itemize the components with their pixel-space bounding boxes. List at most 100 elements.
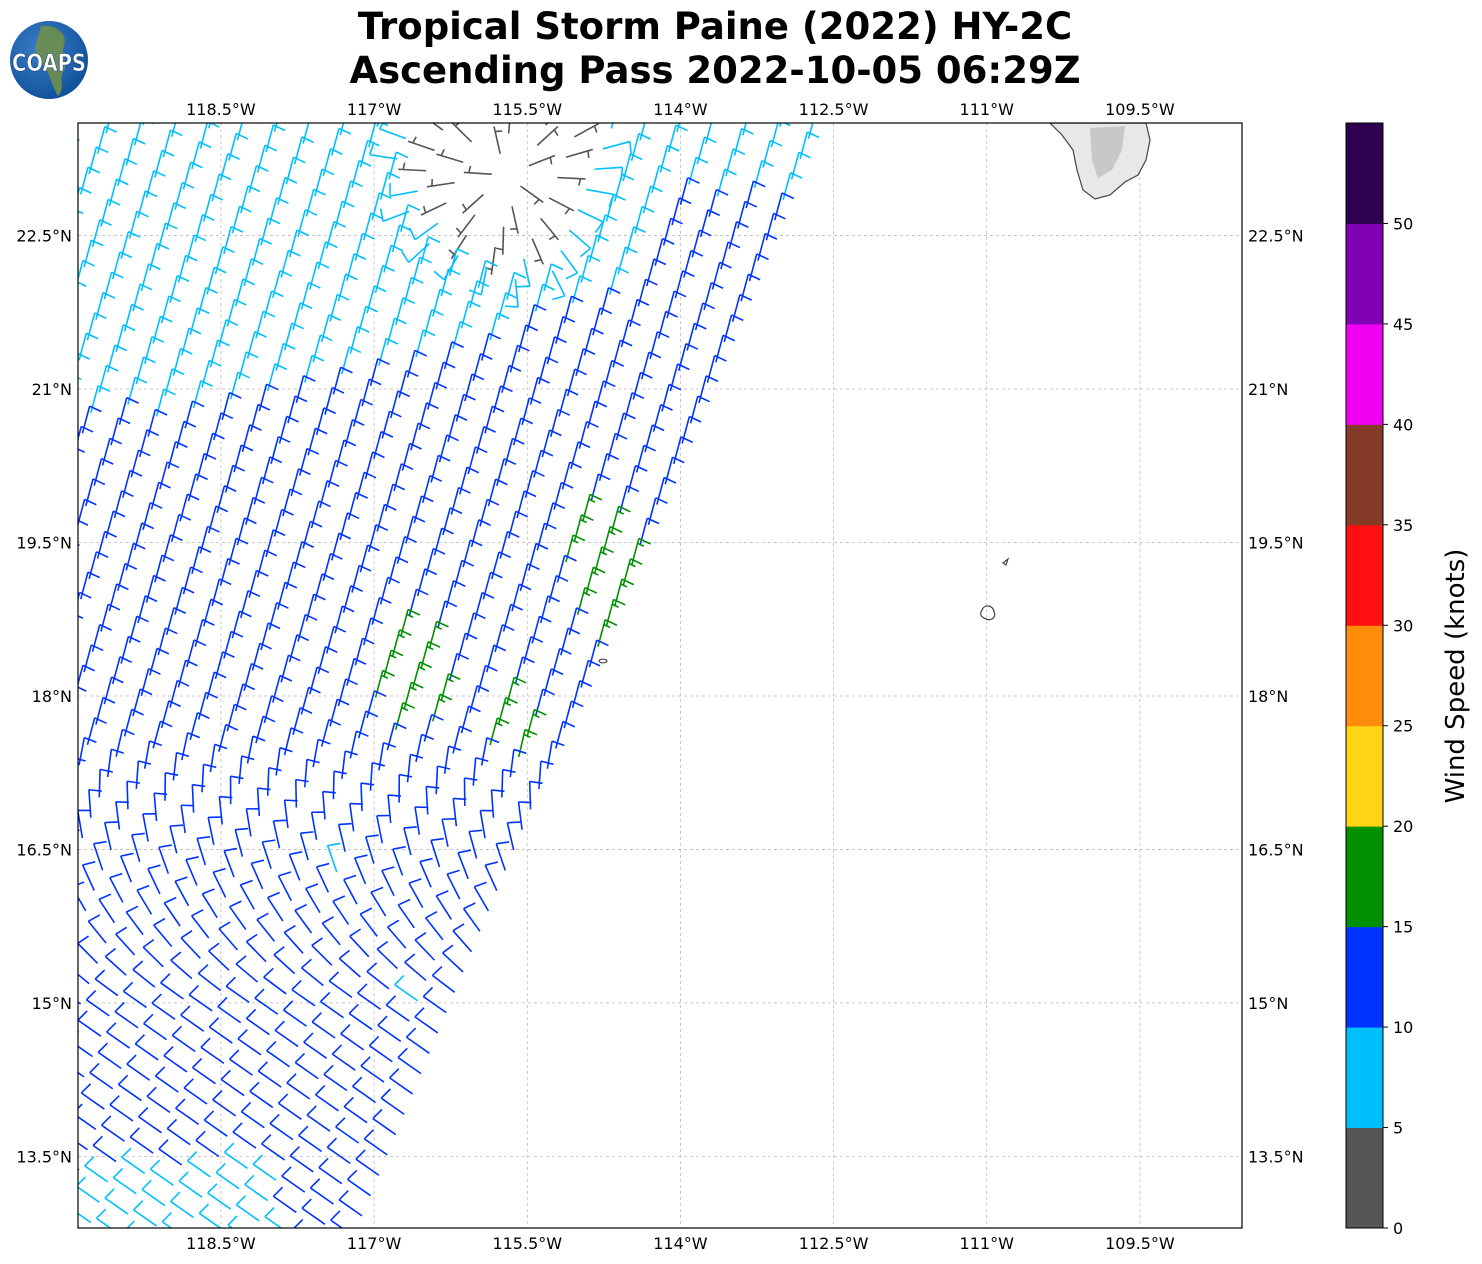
title-line-1: Tropical Storm Paine (2022) HY-2C — [357, 5, 1073, 48]
wind-barb — [411, 256, 432, 285]
wind-barb — [683, 249, 704, 278]
wind-barb — [40, 945, 61, 972]
wind-barb — [152, 315, 173, 344]
colorbar-tick-label: 45 — [1393, 315, 1413, 334]
coaps-logo: COAPS — [10, 21, 88, 99]
wind-barb — [630, 537, 651, 566]
wind-barb — [376, 814, 390, 844]
colorbar-frame — [1345, 122, 1384, 1229]
wind-barb — [142, 938, 164, 968]
wind-barb — [431, 123, 444, 131]
wind-barb — [521, 397, 542, 426]
wind-barb — [133, 123, 154, 146]
wind-barb — [78, 935, 99, 964]
wind-barb — [288, 634, 309, 663]
wind-barb — [403, 276, 424, 305]
wind-barb — [563, 295, 584, 324]
lat-label-right: 15°N — [1248, 994, 1288, 1013]
wind-barb — [436, 149, 464, 164]
wind-barb — [221, 391, 242, 420]
lat-label-left: 22.5°N — [16, 227, 72, 246]
wind-barb — [250, 403, 271, 432]
island-clarion — [598, 658, 608, 664]
wind-barb — [669, 363, 690, 392]
wind-barb — [357, 710, 379, 739]
wind-barb — [528, 542, 549, 571]
wind-barb — [544, 502, 566, 531]
wind-barb — [204, 432, 225, 461]
wind-barb — [216, 485, 237, 514]
wind-barb — [463, 165, 492, 175]
wind-barb — [425, 785, 440, 815]
wind-barb — [78, 1103, 97, 1131]
wind-barb — [103, 821, 118, 851]
wind-barb — [298, 1125, 323, 1153]
wind-barb — [581, 493, 603, 522]
wind-barb — [266, 1040, 291, 1068]
wind-barb — [661, 383, 682, 412]
wind-barb — [246, 330, 267, 359]
colorbar-bin — [1346, 826, 1383, 928]
wind-barb — [354, 637, 375, 666]
wind-barb — [613, 173, 635, 202]
wind-barb — [41, 1019, 64, 1044]
wind-barb — [248, 569, 269, 598]
wind-barb — [317, 646, 338, 675]
wind-barb — [185, 856, 199, 886]
wind-barb — [368, 1035, 393, 1063]
wind-barb — [458, 466, 480, 495]
wind-barb — [578, 420, 599, 449]
wind-barb — [297, 208, 318, 237]
wind-barb — [431, 965, 456, 993]
wind-barb — [197, 964, 222, 992]
wind-barb — [659, 144, 680, 173]
wind-barb — [165, 607, 187, 635]
wind-barb — [440, 673, 461, 702]
colorbar-bin — [1346, 323, 1383, 425]
wind-barb — [195, 1130, 220, 1158]
wind-barb — [640, 351, 662, 380]
wind-barb — [330, 532, 352, 561]
wind-barb — [169, 274, 190, 303]
wind-barb — [172, 347, 193, 376]
wind-barb — [231, 610, 252, 639]
wind-barb — [493, 126, 503, 155]
wind-barb — [291, 979, 316, 1007]
wind-barb — [452, 725, 473, 754]
wind-barb — [209, 339, 230, 368]
wind-barb — [590, 473, 611, 502]
wind-barb — [565, 534, 586, 563]
wind-barb — [406, 753, 424, 783]
wind-barb — [565, 148, 594, 159]
wind-barb — [301, 958, 324, 987]
wind-barb — [541, 429, 562, 458]
wind-barb — [699, 209, 721, 238]
wind-barb — [425, 547, 446, 576]
wind-barb — [468, 829, 483, 859]
wind-barb — [434, 82, 452, 110]
wind-barb — [261, 1134, 286, 1161]
wind-barb — [725, 148, 746, 177]
wind-barb — [223, 1142, 248, 1170]
wind-barb — [348, 1003, 373, 1031]
wind-barb — [78, 352, 91, 360]
wind-barb — [332, 770, 347, 800]
wind-barb — [452, 320, 473, 349]
wind-barb — [122, 981, 147, 1009]
wind-barb — [374, 264, 395, 293]
lon-label-top: 118.5°W — [186, 100, 256, 119]
wind-barb — [245, 807, 260, 837]
wind-barb — [282, 488, 303, 517]
wind-barb — [219, 153, 240, 182]
wind-barb — [751, 88, 770, 115]
wind-barb — [167, 440, 188, 469]
wind-barb — [154, 554, 175, 583]
wind-barb — [338, 949, 361, 978]
wind-barb — [625, 226, 646, 255]
wind-barb — [293, 540, 315, 569]
lon-label-top: 117°W — [347, 100, 402, 119]
wind-barb — [78, 1142, 88, 1151]
wind-barb — [160, 700, 181, 729]
wind-barb — [555, 315, 576, 344]
wind-barb — [109, 1095, 134, 1122]
